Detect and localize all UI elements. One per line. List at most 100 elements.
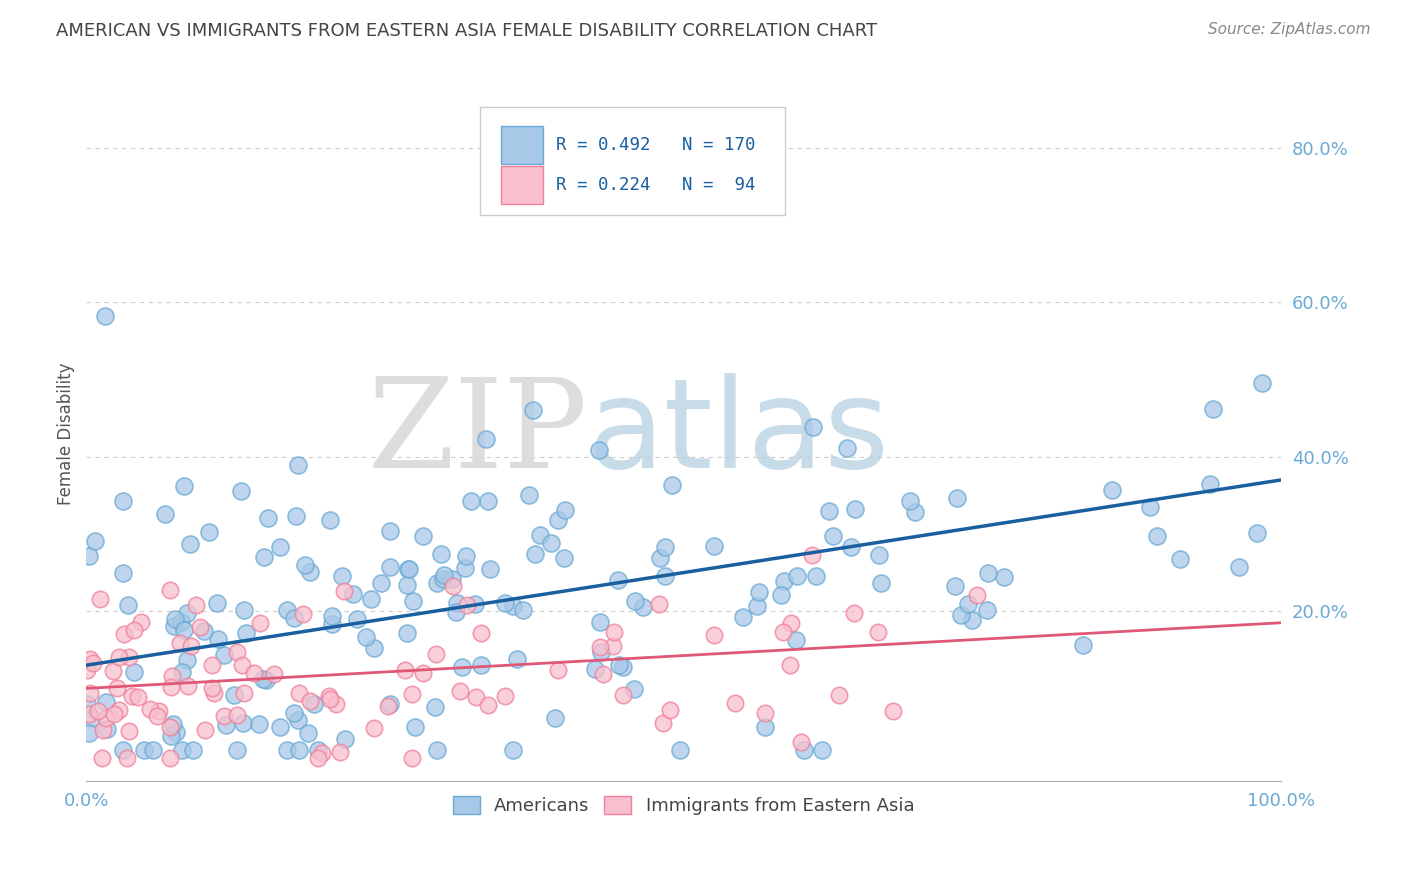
Point [162,669,184,683]
Point [378,524,401,538]
Point [703,539,725,553]
Point [179,537,201,551]
Point [607,658,630,673]
Point [160,729,183,743]
Point [299,694,322,708]
Point [162,619,184,633]
Point [502,743,524,757]
Point [172,665,194,680]
Point [307,751,329,765]
Point [129,615,152,629]
Point [108,649,131,664]
Point [222,688,245,702]
Point [456,598,478,612]
Point [475,432,498,446]
Point [1250,376,1272,391]
Text: Source: ZipAtlas.com: Source: ZipAtlas.com [1208,22,1371,37]
Point [976,566,998,580]
Legend: Americans, Immigrants from Eastern Asia: Americans, Immigrants from Eastern Asia [444,787,924,824]
Point [966,588,988,602]
Point [330,569,353,583]
Point [180,640,202,654]
Point [786,569,808,583]
Point [1202,402,1225,417]
Point [193,624,215,639]
Point [287,458,309,472]
Point [377,698,399,713]
Point [478,562,501,576]
Point [470,658,492,673]
Point [321,617,343,632]
Point [540,536,562,550]
Point [249,615,271,630]
Point [654,540,676,554]
Point [589,640,612,655]
Point [800,548,823,562]
Point [83,533,105,548]
Point [173,623,195,637]
Point [139,702,162,716]
Point [333,731,356,746]
Point [464,597,486,611]
Point [441,578,464,592]
Point [94,695,117,709]
Point [898,494,921,508]
Point [232,716,254,731]
Point [253,549,276,564]
Point [142,743,165,757]
Point [146,709,169,723]
Point [76,663,98,677]
Point [318,689,340,703]
Point [288,743,311,757]
Point [449,684,471,698]
Point [94,711,117,725]
Point [118,649,141,664]
Point [522,402,544,417]
Point [159,721,181,735]
Point [263,667,285,681]
Point [117,751,139,765]
Point [703,627,725,641]
Point [823,529,845,543]
Text: AMERICAN VS IMMIGRANTS FROM EASTERN ASIA FEMALE DISABILITY CORRELATION CHART: AMERICAN VS IMMIGRANTS FROM EASTERN ASIA… [56,22,877,40]
Point [754,720,776,734]
Point [173,479,195,493]
Point [404,720,426,734]
Point [342,587,364,601]
Point [394,663,416,677]
Point [212,648,235,663]
Point [423,699,446,714]
Point [631,599,654,614]
Point [529,528,551,542]
Point [363,641,385,656]
Point [212,709,235,723]
Point [91,723,114,738]
Point [181,743,204,757]
Point [148,704,170,718]
Point [205,596,228,610]
Point [654,568,676,582]
Point [1146,529,1168,543]
Point [165,725,187,739]
FancyBboxPatch shape [481,107,785,215]
Point [470,626,492,640]
Point [1139,500,1161,514]
Point [731,610,754,624]
Text: R = 0.224   N =  94: R = 0.224 N = 94 [555,176,755,194]
Point [186,599,208,613]
FancyBboxPatch shape [501,166,543,204]
Point [648,597,671,611]
Point [346,612,368,626]
Point [105,681,128,695]
Point [231,657,253,672]
Point [446,596,468,610]
Point [401,751,423,765]
Point [247,716,270,731]
Point [201,681,224,696]
Point [112,626,135,640]
Point [624,594,647,608]
Point [122,623,145,637]
Point [77,549,100,563]
Text: atlas: atlas [588,373,890,494]
Point [844,501,866,516]
